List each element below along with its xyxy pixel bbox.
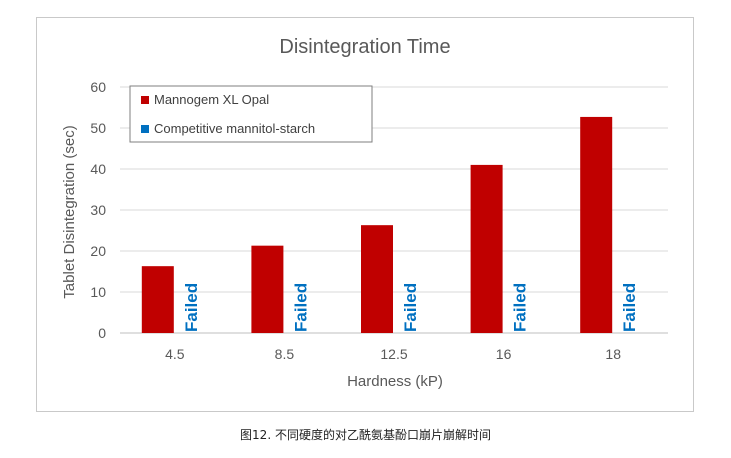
failed-label: Failed [401, 283, 420, 332]
x-tick-labels: 4.5 8.5 12.5 16 18 [165, 346, 621, 362]
legend-label-competitive: Competitive mannitol-starch [154, 121, 315, 136]
failed-label: Failed [182, 283, 201, 332]
bar-chart: Disintegration Time 0 10 20 30 40 50 60 Failed… [61, 36, 668, 390]
bar-mannogem [141, 266, 174, 333]
x-tick-label: 12.5 [380, 346, 407, 362]
x-tick-label: 18 [605, 346, 621, 362]
bars: Failed Failed Failed Failed Failed [141, 116, 639, 334]
chart-title: Disintegration Time [279, 36, 450, 58]
y-tick-label: 0 [98, 325, 106, 341]
x-tick-label: 16 [496, 346, 512, 362]
y-tick-label: 10 [90, 284, 106, 300]
failed-label: Failed [620, 283, 639, 332]
failed-label: Failed [511, 283, 530, 332]
legend-box [129, 85, 373, 143]
y-tick-label: 20 [90, 243, 106, 259]
figure-caption: 图12. 不同硬度的对乙酰氨基酚口崩片崩解时间 [240, 428, 491, 442]
y-tick-label: 40 [90, 161, 106, 177]
y-axis-label: Tablet Disintegration (sec) [61, 125, 78, 298]
y-tick-label: 60 [90, 79, 106, 95]
legend-swatch-competitive [141, 125, 149, 133]
bar-mannogem [580, 116, 613, 334]
legend-swatch-mannogem [141, 96, 149, 104]
x-axis-label: Hardness (kP) [347, 373, 443, 390]
bar-mannogem [470, 164, 503, 333]
failed-label: Failed [291, 283, 310, 332]
y-tick-label: 50 [90, 120, 106, 136]
bar-mannogem [361, 225, 393, 333]
y-tick-labels: 0 10 20 30 40 50 60 [90, 79, 106, 341]
x-tick-label: 4.5 [165, 346, 185, 362]
legend-label-mannogem: Mannogem XL Opal [154, 92, 269, 107]
gridlines [120, 86, 668, 334]
x-tick-label: 8.5 [275, 346, 295, 362]
legend: Mannogem XL Opal Competitive mannitol-st… [129, 85, 373, 143]
y-tick-label: 30 [90, 202, 106, 218]
bar-mannogem [251, 245, 284, 333]
